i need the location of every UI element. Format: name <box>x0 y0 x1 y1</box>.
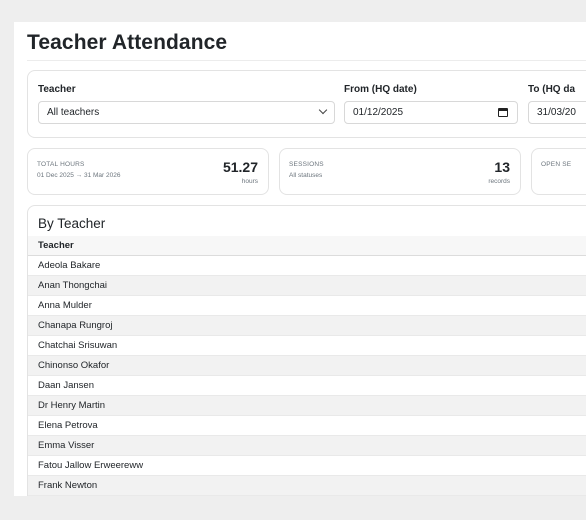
table-row[interactable]: Chinonso Okafor <box>28 356 586 376</box>
table-row[interactable]: Emma Visser <box>28 436 586 456</box>
table-row[interactable]: Adeola Bakare <box>28 256 586 276</box>
open-sessions-card: OPEN SE <box>531 148 586 195</box>
from-date-input[interactable]: 01/12/2025 <box>344 101 518 124</box>
teacher-select-value: All teachers <box>47 107 100 118</box>
teacher-attendance-page: Teacher Attendance Teacher All teachers … <box>14 22 586 496</box>
to-date-label: To (HQ da <box>528 84 576 95</box>
sessions-card: SESSIONS All statuses 13 records <box>279 148 521 195</box>
from-date-label: From (HQ date) <box>344 84 417 95</box>
table-row[interactable]: Chanapa Rungroj <box>28 316 586 336</box>
total-hours-unit: hours <box>241 178 258 185</box>
total-hours-range: 01 Dec 2025 → 31 Mar 2026 <box>37 172 121 179</box>
table-row[interactable]: Frank Newton <box>28 476 586 496</box>
to-date-value: 31/03/20 <box>537 107 576 118</box>
filter-card: Teacher All teachers From (HQ date) 01/1… <box>27 70 586 138</box>
total-hours-card: TOTAL HOURS 01 Dec 2025 → 31 Mar 2026 51… <box>27 148 269 195</box>
table-row[interactable]: Dr Henry Martin <box>28 396 586 416</box>
to-date-input[interactable]: 31/03/20 <box>528 101 586 124</box>
total-hours-label: TOTAL HOURS <box>37 161 85 168</box>
table-row[interactable]: Anan Thongchai <box>28 276 586 296</box>
table-header-teacher: Teacher <box>28 236 586 256</box>
by-teacher-table: Teacher Adeola Bakare Anan Thongchai Ann… <box>28 236 586 496</box>
teacher-select[interactable]: All teachers <box>38 101 335 124</box>
sessions-unit: records <box>488 178 510 185</box>
by-teacher-title: By Teacher <box>38 216 106 231</box>
chevron-down-icon <box>318 105 328 115</box>
table-row[interactable]: Fatou Jallow Erweereww <box>28 456 586 476</box>
sessions-value: 13 <box>494 159 510 175</box>
table-row[interactable]: Daan Jansen <box>28 376 586 396</box>
table-row[interactable]: Chatchai Srisuwan <box>28 336 586 356</box>
from-date-value: 01/12/2025 <box>353 107 404 118</box>
calendar-icon[interactable] <box>498 108 508 117</box>
total-hours-value: 51.27 <box>222 159 258 175</box>
table-row[interactable]: Elena Petrova <box>28 416 586 436</box>
page-title: Teacher Attendance <box>27 31 228 54</box>
sessions-label: SESSIONS <box>289 161 324 168</box>
open-sessions-label: OPEN SE <box>541 161 572 168</box>
title-divider <box>27 60 586 61</box>
sessions-status: All statuses <box>289 172 323 179</box>
table-row[interactable]: Anna Mulder <box>28 296 586 316</box>
teacher-filter-label: Teacher <box>38 84 76 95</box>
by-teacher-card: By Teacher Teacher Adeola Bakare Anan Th… <box>27 205 586 496</box>
